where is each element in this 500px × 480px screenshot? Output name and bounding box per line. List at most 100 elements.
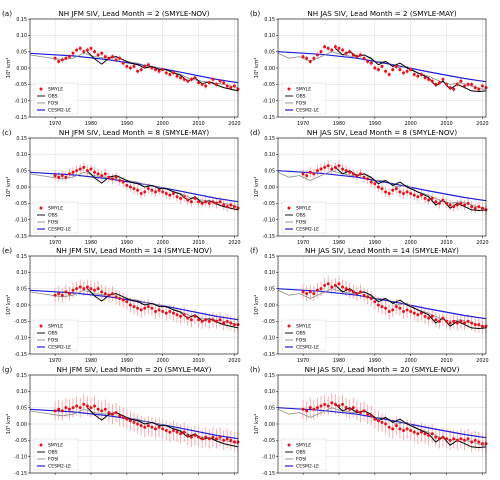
smyle-point xyxy=(398,306,402,310)
y-tick-label: -0.10 xyxy=(15,217,27,223)
smyle-point xyxy=(64,290,68,294)
smyle-point xyxy=(53,174,57,178)
smyle-point xyxy=(175,313,179,317)
smyle-point xyxy=(125,417,129,421)
smyle-point xyxy=(434,318,438,322)
smyle-point xyxy=(419,430,423,434)
legend-swatch-smyle xyxy=(39,87,43,91)
smyle-point xyxy=(455,321,459,325)
smyle-point xyxy=(114,58,118,62)
smyle-point xyxy=(301,55,305,59)
smyle-point xyxy=(204,318,208,322)
legend-swatch-smyle xyxy=(39,443,43,447)
smyle-point xyxy=(146,424,150,428)
legend-label: CESM2-LE xyxy=(296,345,319,351)
smyle-point xyxy=(179,432,183,436)
smyle-point xyxy=(182,313,186,317)
smyle-point xyxy=(128,419,132,423)
smyle-point xyxy=(121,180,125,184)
smyle-point xyxy=(182,77,186,81)
smyle-point xyxy=(430,79,434,83)
legend-swatch-smyle xyxy=(287,87,291,91)
panel-title: NH JFM SIV, Lead Month = 20 (SMYLE-MAY) xyxy=(57,365,212,374)
smyle-point xyxy=(136,422,140,426)
smyle-point xyxy=(93,404,97,408)
smyle-point xyxy=(427,198,431,202)
y-tick-label: 0.10 xyxy=(16,33,27,39)
plot-frame xyxy=(29,255,239,355)
legend-label: CESM2-LE xyxy=(296,464,319,470)
legend-label: OBS xyxy=(48,94,58,100)
y-tick-label: 0.10 xyxy=(264,33,275,39)
cesm2le-line xyxy=(277,288,487,320)
y-tick-label: 0.10 xyxy=(16,270,27,276)
y-tick-label: 0.15 xyxy=(264,17,275,23)
y-tick-label: -0.10 xyxy=(15,335,27,341)
smyle-point xyxy=(326,46,330,50)
smyle-point xyxy=(470,440,474,444)
smyle-point xyxy=(373,66,377,70)
smyle-point xyxy=(348,170,352,174)
smyle-point xyxy=(462,321,466,325)
smyle-point xyxy=(409,192,413,196)
smyle-point xyxy=(114,411,118,415)
y-axis-label: 10⁵ km³ xyxy=(254,414,260,434)
smyle-point xyxy=(89,287,93,291)
smyle-point xyxy=(341,167,345,171)
x-tick-label: 2010 xyxy=(440,358,452,364)
smyle-point xyxy=(232,440,236,444)
plot-frame xyxy=(29,137,239,237)
smyle-point xyxy=(171,311,175,315)
smyle-point xyxy=(330,401,334,405)
smyle-point xyxy=(114,175,118,179)
smyle-point xyxy=(412,430,416,434)
panel-letter: (d) xyxy=(250,128,260,137)
smyle-point xyxy=(218,435,222,439)
smyle-point xyxy=(193,196,197,200)
smyle-point xyxy=(53,293,57,297)
y-tick-label: 0.00 xyxy=(16,422,27,428)
smyle-point xyxy=(448,438,452,442)
smyle-point xyxy=(229,203,233,207)
legend-label: SMYLE xyxy=(48,443,63,449)
x-tick-label: 2000 xyxy=(157,121,169,127)
smyle-point xyxy=(384,306,388,310)
smyle-point xyxy=(344,287,348,291)
smyle-point xyxy=(312,172,316,176)
smyle-point xyxy=(125,64,129,68)
smyle-point xyxy=(225,319,229,323)
smyle-point xyxy=(441,435,445,439)
panel-letter: (f) xyxy=(250,246,258,255)
smyle-point xyxy=(171,429,175,433)
smyle-point xyxy=(211,318,215,322)
legend-label: FOSI xyxy=(296,338,307,344)
legend-label: CESM2-LE xyxy=(48,464,71,470)
smyle-point xyxy=(229,438,233,442)
smyle-point xyxy=(344,169,348,173)
x-tick-label: 2010 xyxy=(440,240,452,246)
smyle-point xyxy=(358,53,362,57)
smyle-point xyxy=(376,419,380,423)
smyle-point xyxy=(416,195,420,199)
smyle-point xyxy=(323,402,327,406)
smyle-point xyxy=(380,64,384,68)
smyle-point xyxy=(89,46,93,50)
y-tick-label: 0.05 xyxy=(264,405,275,411)
smyle-point xyxy=(362,293,366,297)
plot-frame xyxy=(29,374,239,474)
y-tick-label: -0.15 xyxy=(263,471,275,476)
smyle-point xyxy=(427,433,431,437)
smyle-point xyxy=(480,442,484,446)
y-tick-label: -0.05 xyxy=(15,319,27,325)
smyle-point xyxy=(168,430,172,434)
smyle-point xyxy=(146,187,150,191)
smyle-point xyxy=(107,411,111,415)
smyle-point xyxy=(103,292,107,296)
smyle-point xyxy=(71,51,75,55)
x-tick-label: 1970 xyxy=(49,121,61,127)
smyle-point xyxy=(398,190,402,194)
